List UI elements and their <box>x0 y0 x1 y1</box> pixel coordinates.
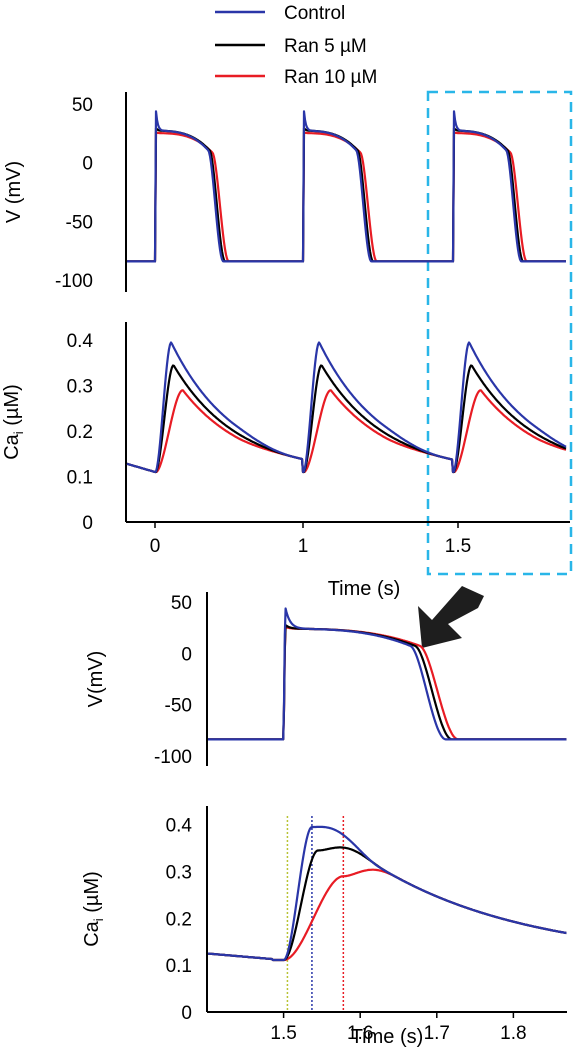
series-line-ran-5-m <box>207 846 567 962</box>
y-tick-label: 0 <box>82 154 93 175</box>
y-axis-label: Cai (µM) <box>1 384 26 460</box>
series-line-control <box>126 341 567 474</box>
y-tick-label: 50 <box>171 593 192 614</box>
panel-a-calcium: 0.4 0.3 0.2 0.1 0 Cai (µM) 0 1 1.5 Time (s) <box>1 322 570 600</box>
y-axis-label: Cai (µM) <box>81 871 106 947</box>
x-tick-label: 1 <box>298 536 309 557</box>
x-tick-label: 0 <box>150 536 161 557</box>
series-line-control <box>207 607 567 741</box>
x-tick-label: 1.5 <box>270 1023 296 1044</box>
y-tick-label: 0.4 <box>67 331 94 352</box>
x-axis-label: Time (s) <box>328 578 401 600</box>
y-tick-label: 0 <box>82 513 93 534</box>
series-line-ran-5-m <box>126 127 567 263</box>
x-tick-label: 1.6 <box>347 1023 373 1044</box>
y-tick-label: 0.1 <box>67 468 93 489</box>
legend: Control Ran 5 µM Ran 10 µM <box>215 3 377 88</box>
y-axis-label-subscript: i <box>91 918 106 921</box>
y-axis-label-suffix: (µM) <box>81 871 103 918</box>
panel-a-voltage: 50 0 -50 -100 V (mV) <box>3 92 567 292</box>
y-tick-label: 50 <box>72 95 93 116</box>
x-tick-label: 1.8 <box>500 1023 526 1044</box>
y-tick-label: 0 <box>181 1003 192 1024</box>
highlight-box <box>426 90 573 576</box>
y-axis-label: V(mV) <box>85 651 107 708</box>
arrow-icon <box>418 586 484 648</box>
y-axis-label: V (mV) <box>3 161 25 223</box>
y-tick-label: -100 <box>154 747 192 768</box>
y-tick-label: 0 <box>181 644 192 665</box>
x-tick-label: 1.5 <box>445 536 471 557</box>
series-line-control <box>207 825 567 962</box>
x-tick-label: 1.7 <box>424 1023 450 1044</box>
series-line-ran-10-m <box>207 625 567 741</box>
y-axis-label-suffix: (µM) <box>1 384 23 431</box>
y-tick-label: -50 <box>165 696 192 717</box>
x-axis-label: Time (s) <box>351 1026 424 1048</box>
series-line-ran-10-m <box>207 868 567 962</box>
y-tick-label: -50 <box>66 212 93 233</box>
series-line-ran-10-m <box>126 389 567 474</box>
y-axis-label-subscript: i <box>11 431 26 434</box>
legend-label: Ran 5 µM <box>284 36 367 57</box>
panel-b-voltage: 50 0 -50 -100 V(mV) <box>85 592 567 768</box>
y-tick-label: 0.3 <box>166 863 192 884</box>
y-tick-label: 0.1 <box>166 956 192 977</box>
y-tick-label: 0.2 <box>67 422 93 443</box>
series-line-ran-5-m <box>126 364 567 474</box>
legend-label: Ran 10 µM <box>284 67 377 88</box>
y-tick-label: 0.3 <box>67 377 93 398</box>
y-tick-label: -100 <box>55 271 93 292</box>
series-line-control <box>126 110 567 263</box>
legend-label: Control <box>284 3 345 24</box>
arrow-layer <box>418 586 484 648</box>
y-tick-label: 0.2 <box>166 909 192 930</box>
y-tick-label: 0.4 <box>166 816 193 837</box>
highlight-box-layer <box>426 90 573 576</box>
panel-b-calcium: 0.4 0.3 0.2 0.1 0 Cai (µM) 1.5 1.6 1.7 1.8 Time (s… <box>81 806 567 1048</box>
series-line-ran-5-m <box>207 624 567 741</box>
series-line-ran-10-m <box>126 131 567 263</box>
